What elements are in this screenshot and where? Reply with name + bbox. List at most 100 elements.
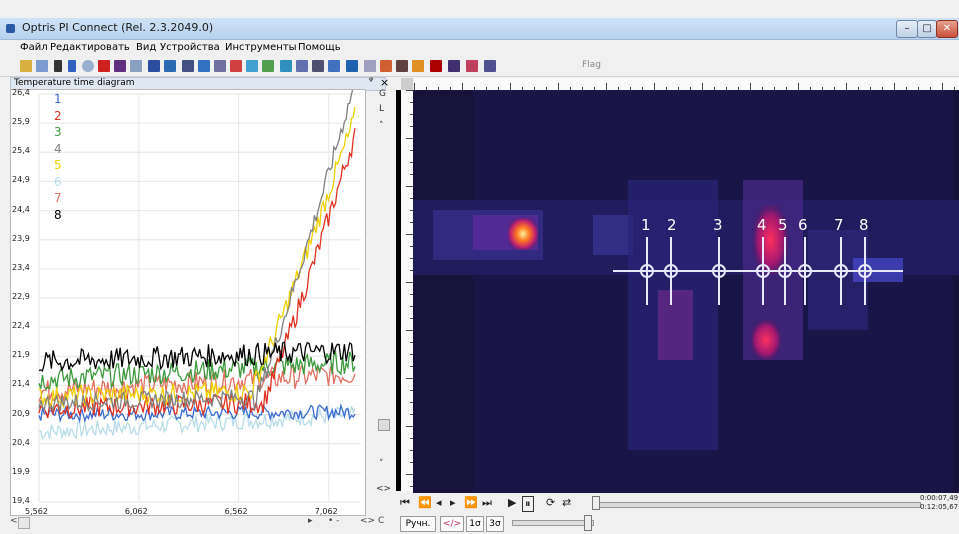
scroll-up-icon[interactable]: ˄ — [379, 121, 384, 131]
report-icon[interactable] — [448, 60, 460, 72]
step-back-icon[interactable]: ◂ — [436, 496, 442, 509]
settings-icon[interactable] — [396, 60, 408, 72]
point-marker-8 — [858, 264, 872, 278]
x-tick-label: 6,562 — [224, 507, 248, 516]
profile-icon[interactable] — [246, 60, 258, 72]
range-thumb[interactable] — [584, 515, 592, 531]
ruler-tick — [618, 87, 619, 90]
maximize-button[interactable]: □ — [917, 20, 937, 38]
ruler-tick — [410, 246, 413, 247]
temperature-chart: 26,4 25,9 25,4 24,9 24,4 23,9 23,4 22,9 22,4 21,9… — [10, 88, 366, 516]
flag-icon[interactable] — [466, 60, 478, 72]
loop-icon[interactable]: ⟳ — [546, 496, 556, 509]
export-icon[interactable] — [430, 60, 442, 72]
scroll-thumb[interactable] — [378, 419, 390, 431]
record-icon[interactable] — [82, 60, 94, 72]
sigma3-button[interactable]: 3σ — [486, 516, 504, 532]
ruler-tick — [822, 87, 823, 90]
scroll-left-icon[interactable]: < — [10, 516, 18, 526]
measure-icon[interactable] — [214, 60, 226, 72]
y-tick-label: 24,4 — [12, 204, 30, 214]
grid-toggle-icon[interactable]: G — [379, 89, 386, 99]
ruler-tick — [918, 87, 919, 90]
toggle-button[interactable]: </> — [440, 516, 464, 532]
open-icon[interactable] — [20, 60, 32, 72]
histogram-icon[interactable] — [230, 60, 242, 72]
menu-help[interactable]: Помощь — [298, 42, 341, 53]
scroll-arrows[interactable]: <> C — [360, 516, 385, 526]
grid-icon[interactable] — [296, 60, 308, 72]
y-tick-label: 22,4 — [12, 321, 30, 331]
legend-item-5: 5 — [54, 158, 62, 172]
step-forward-icon[interactable]: ▸ — [450, 496, 456, 509]
ruler-tick — [546, 87, 547, 90]
timeline-thumb[interactable] — [592, 496, 600, 510]
panel-pin-icon[interactable]: ᵠ — [369, 76, 374, 87]
bottom-toolbar: Ручн. </> 1σ 3σ — [396, 514, 959, 534]
menu-edit[interactable]: Редактировать — [50, 42, 130, 53]
range-slider[interactable] — [512, 520, 594, 526]
minimize-button[interactable]: – — [896, 20, 918, 38]
speed-icon[interactable]: ⇄ — [562, 496, 572, 509]
snapshot-icon[interactable] — [130, 60, 142, 72]
hscroll-thumb[interactable] — [18, 517, 30, 529]
color-icon[interactable] — [412, 60, 424, 72]
timeline-track[interactable] — [594, 502, 921, 508]
menu-devices[interactable]: Устройства — [160, 42, 220, 53]
layout3-icon[interactable] — [182, 60, 194, 72]
palette-icon[interactable] — [380, 60, 392, 72]
expand-icon[interactable]: <> — [376, 484, 392, 494]
series-line-8 — [38, 341, 356, 372]
zoom-icon[interactable] — [364, 60, 376, 72]
skip-end-icon[interactable]: ⏭ — [482, 496, 492, 509]
menu-file[interactable]: Файл — [20, 42, 48, 53]
y-tick-label: 24,9 — [12, 175, 30, 185]
ruler-tick — [410, 414, 413, 415]
scroll-down-icon[interactable]: ˅ — [379, 459, 384, 469]
extra-icon[interactable] — [484, 60, 496, 72]
layout1-icon[interactable] — [148, 60, 160, 72]
pause-icon-pb[interactable]: ⏸ — [522, 496, 534, 512]
scale-icon[interactable] — [328, 60, 340, 72]
point-marker-2 — [664, 264, 678, 278]
close-button[interactable]: ✕ — [936, 20, 958, 38]
camera-icon[interactable] — [114, 60, 126, 72]
skip-start-icon[interactable]: ⏮ — [400, 496, 410, 509]
manual-button[interactable]: Ручн. — [400, 516, 436, 532]
sigma1-button[interactable]: 1σ — [466, 516, 484, 532]
ruler-tick — [690, 87, 691, 90]
scroll-right-icon[interactable]: ▸ — [308, 516, 313, 526]
thermal-image[interactable]: 1 2 3 4 5 6 7 8 — [413, 90, 959, 493]
pause-icon[interactable] — [68, 60, 76, 72]
ruler-tick — [406, 474, 413, 475]
ruler-tick — [714, 87, 715, 90]
play-icon-pb[interactable]: ▶ — [508, 496, 517, 509]
play-icon[interactable] — [54, 60, 62, 72]
area-icon[interactable] — [280, 60, 292, 72]
line-icon[interactable] — [262, 60, 274, 72]
lines-icon[interactable] — [312, 60, 324, 72]
measure-points[interactable] — [413, 90, 959, 493]
fast-forward-icon[interactable]: ⏩ — [464, 496, 478, 509]
legend-item-6: 6 — [54, 174, 62, 189]
stop-icon[interactable] — [98, 60, 110, 72]
x-tick-label: 5,562 — [25, 507, 48, 516]
layout2-icon[interactable] — [164, 60, 176, 72]
ruler-tick — [582, 87, 583, 90]
menu-tools[interactable]: Инструменты — [225, 42, 297, 53]
ruler-tick — [410, 222, 413, 223]
scroll-dots: • - — [328, 516, 340, 526]
ruler-tick — [810, 87, 811, 90]
rewind-icon[interactable]: ⏪ — [418, 496, 432, 509]
save-icon[interactable] — [36, 60, 48, 72]
flag-label[interactable]: Flag — [582, 60, 601, 70]
chart-scrollbar[interactable]: < ▸ • - <> C — [10, 515, 400, 529]
panel-close-icon[interactable]: × — [380, 76, 390, 89]
menu-view[interactable]: Вид — [136, 42, 157, 53]
ruler-tick — [426, 87, 427, 90]
ruler-tick — [750, 83, 751, 90]
legend-toggle-icon[interactable]: L — [379, 104, 385, 114]
fit-icon[interactable] — [346, 60, 358, 72]
point-label-4: 4 — [757, 216, 767, 234]
chart-icon[interactable] — [198, 60, 210, 72]
